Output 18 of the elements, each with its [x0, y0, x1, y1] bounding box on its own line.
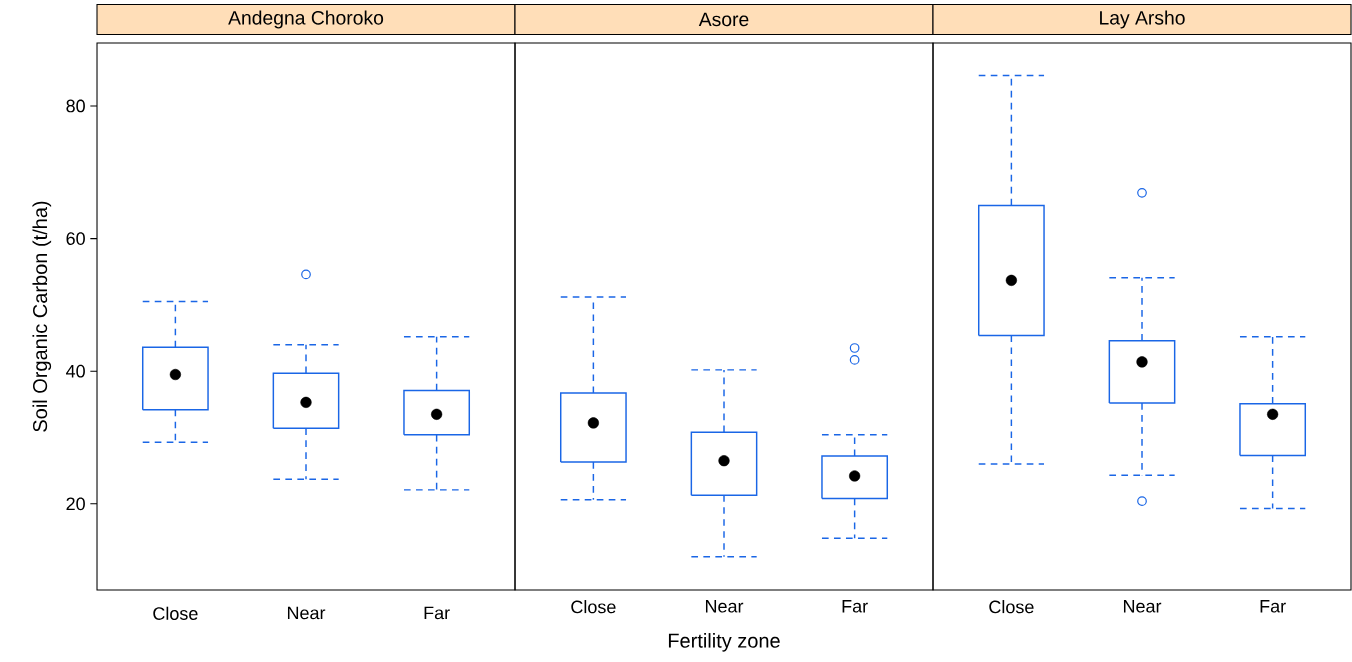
x-tick-label: Near — [705, 600, 744, 613]
y-tick-label: 60 — [66, 232, 85, 245]
x-tick-label: Near — [287, 606, 326, 620]
x-tick-label: Near — [1123, 600, 1162, 613]
x-tick-label: Far — [842, 600, 868, 613]
y-tick-label: 20 — [66, 497, 85, 511]
y-tick-label: 80 — [66, 99, 85, 113]
x-tick-label: Close — [989, 600, 1034, 614]
y-tick-label: 40 — [66, 364, 85, 378]
x-tick-label: Close — [571, 600, 616, 614]
chart-title: Andegna Choroko — [228, 10, 384, 29]
chart-title: Asore — [698, 12, 749, 27]
y-axis-title: Soil Organic Carbon (t/ha) — [32, 201, 52, 432]
x-axis-title: Fertility zone — [668, 633, 780, 652]
x-tick-label: Far — [424, 606, 450, 620]
x-tick-label: Far — [1260, 600, 1286, 613]
x-tick-label: Close — [153, 606, 198, 620]
chart-title: Lay Arsho — [1100, 10, 1185, 29]
